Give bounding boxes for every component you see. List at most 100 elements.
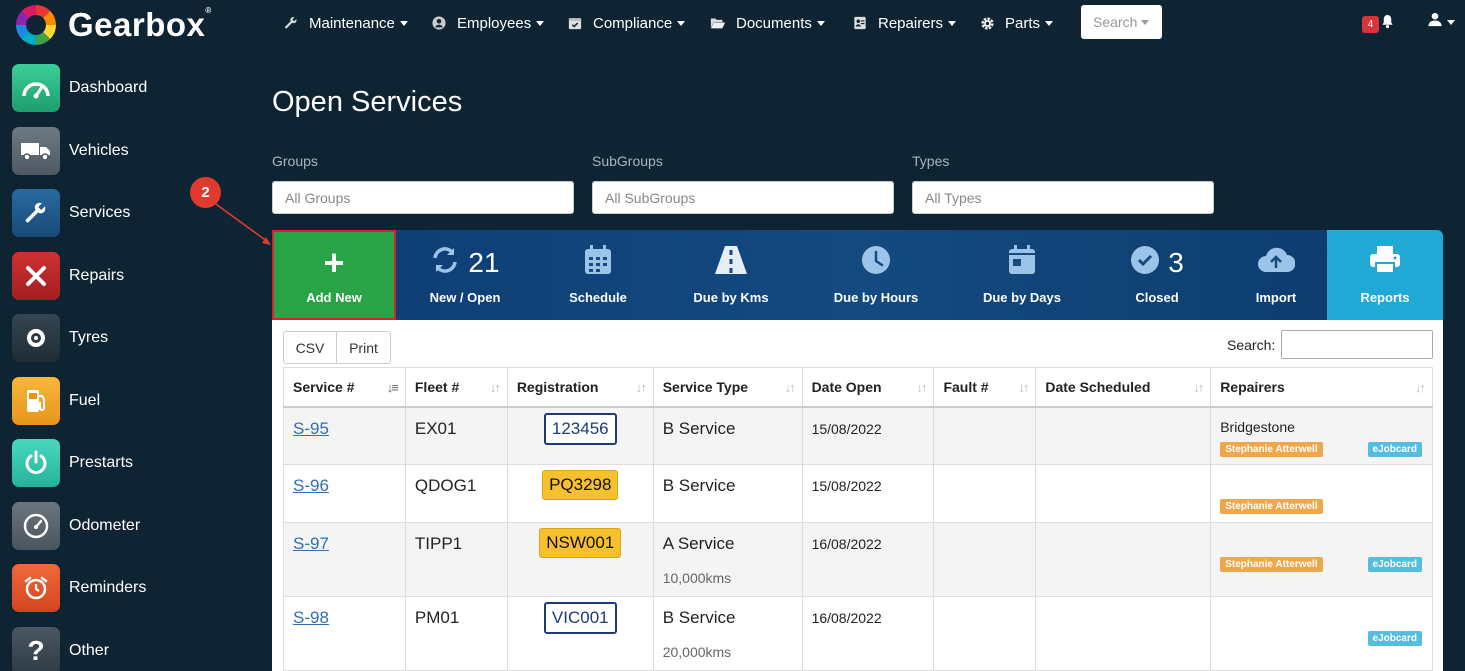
sort-icon: ↓↑: [1193, 380, 1204, 395]
caret-down-icon: [1141, 19, 1150, 25]
sidebar-item-other[interactable]: ? Other: [12, 627, 109, 671]
user-icon: [1428, 12, 1442, 32]
gear-icon: [979, 15, 995, 31]
caret-down-icon: [536, 20, 545, 26]
due-by-kms-button[interactable]: Due by Kms: [664, 230, 798, 320]
registration-plate: PQ3298: [542, 470, 619, 500]
nav-maintenance[interactable]: Maintenance: [283, 12, 408, 34]
new-open-count: 21: [468, 246, 500, 278]
reports-button[interactable]: Reports: [1327, 230, 1443, 320]
brand-logo[interactable]: Gearbox®: [16, 5, 212, 45]
date-open-cell: 16/08/2022: [801, 596, 935, 671]
due-by-days-button[interactable]: Due by Days: [954, 230, 1090, 320]
service-link[interactable]: S-96: [293, 476, 329, 495]
service-cell: S-95: [283, 406, 406, 465]
repairer-name: Bridgestone: [1220, 418, 1295, 435]
add-new-button[interactable]: + Add New: [272, 230, 396, 320]
service-interval: 20,000kms: [662, 644, 732, 660]
nav-documents[interactable]: Documents: [710, 12, 825, 34]
nav-label: Compliance: [593, 14, 673, 32]
column-header-label: Date Scheduled: [1045, 378, 1151, 395]
fuel-pump-icon: [12, 377, 60, 425]
sidebar-item-label: Repairs: [69, 267, 125, 284]
csv-button[interactable]: CSV: [283, 331, 337, 364]
closed-button[interactable]: 3 Closed: [1090, 230, 1224, 320]
nav-compliance[interactable]: Compliance: [567, 12, 686, 34]
new-open-button[interactable]: 21 New / Open: [398, 230, 532, 320]
sidebar-item-prestarts[interactable]: Prestarts: [12, 439, 133, 487]
nav-parts[interactable]: Parts: [979, 12, 1054, 34]
table-row: S-95 EX01 123456 B Service 15/08/2022 Br…: [283, 406, 1433, 465]
registration-cell: 123456: [506, 406, 654, 465]
import-button[interactable]: Import: [1224, 230, 1328, 320]
table-search-input[interactable]: [1281, 330, 1433, 359]
table-search-label: Search:: [1227, 337, 1276, 353]
fleet-cell: PM01: [404, 596, 508, 671]
fault-cell: [933, 522, 1037, 597]
nav-repairers[interactable]: Repairers: [852, 12, 957, 34]
sidebar-item-repairs[interactable]: Repairs: [12, 252, 124, 300]
registration-cell: PQ3298: [506, 464, 654, 523]
sidebar-item-odometer[interactable]: Odometer: [12, 502, 140, 550]
sidebar-item-fuel[interactable]: Fuel: [12, 377, 100, 425]
check-circle-icon: [1130, 245, 1160, 280]
service-link[interactable]: S-95: [293, 418, 329, 438]
column-header-repairers[interactable]: Repairers ↓↑: [1210, 367, 1433, 408]
sidebar-item-reminders[interactable]: Reminders: [12, 564, 146, 612]
column-header-registration[interactable]: Registration ↓↑: [506, 367, 654, 408]
sort-icon: ↓↑: [489, 380, 501, 395]
nav-employees[interactable]: Employees: [431, 12, 545, 34]
fleet-cell: EX01: [404, 406, 508, 465]
sort-icon: ↓↑: [916, 380, 927, 395]
schedule-button[interactable]: Schedule: [532, 230, 664, 320]
groups-select[interactable]: All Groups: [272, 181, 574, 214]
print-button[interactable]: Print: [337, 331, 391, 364]
column-header-date-open[interactable]: Date Open ↓↑: [801, 367, 935, 408]
notifications-button[interactable]: 4: [1362, 14, 1394, 34]
sidebar-item-dashboard[interactable]: Dashboard: [12, 64, 147, 112]
service-link[interactable]: S-97: [293, 534, 329, 553]
reports-label: Reports: [1360, 289, 1410, 305]
subgroups-select[interactable]: All SubGroups: [592, 181, 894, 214]
column-header-label: Service #: [293, 378, 355, 395]
types-select[interactable]: All Types: [912, 181, 1214, 214]
ejobcard-badge[interactable]: eJobcard: [1367, 441, 1422, 457]
column-header-fleet[interactable]: Fleet # ↓↑: [404, 367, 508, 408]
service-cell: S-97: [283, 522, 406, 597]
truck-icon: [12, 127, 60, 175]
speedometer-icon: [12, 64, 60, 112]
sort-desc-icon: ↓≡: [386, 380, 399, 395]
assignee-badge: Stephanie Atterwell: [1220, 557, 1323, 572]
service-link[interactable]: S-98: [293, 608, 329, 627]
global-search-dropdown[interactable]: Search: [1081, 5, 1162, 39]
due-by-days-label: Due by Days: [982, 289, 1062, 305]
column-header-label: Date Open: [811, 378, 882, 395]
fault-cell: [933, 464, 1037, 523]
sidebar-item-label: Prestarts: [69, 454, 134, 471]
column-header-service-type[interactable]: Service Type ↓↑: [652, 367, 803, 408]
column-header-date-scheduled[interactable]: Date Scheduled ↓↑: [1035, 367, 1212, 408]
plus-icon: +: [323, 241, 345, 283]
annotation-arrow: [212, 201, 271, 245]
fault-cell: [933, 596, 1037, 671]
ejobcard-badge[interactable]: eJobcard: [1367, 557, 1422, 572]
column-header-service[interactable]: Service # ↓≡: [283, 367, 406, 408]
sidebar-item-services[interactable]: Services: [12, 189, 130, 237]
due-by-hours-button[interactable]: Due by Hours: [798, 230, 954, 320]
page-title: Open Services: [272, 86, 463, 118]
groups-label: Groups: [272, 153, 318, 169]
sidebar-item-vehicles[interactable]: Vehicles: [12, 127, 129, 175]
date-open-cell: 15/08/2022: [801, 406, 935, 465]
closed-label: Closed: [1135, 289, 1179, 305]
service-interval: 10,000kms: [662, 570, 732, 586]
brand-name: Gearbox®: [68, 6, 212, 43]
sort-icon: ↓↑: [1415, 380, 1426, 395]
column-header-label: Registration: [516, 378, 599, 395]
column-header-fault[interactable]: Fault # ↓↑: [933, 367, 1037, 408]
service-type: B Service: [662, 476, 736, 495]
fault-cell: [933, 406, 1037, 465]
new-open-label: New / Open: [429, 289, 501, 305]
sidebar-item-tyres[interactable]: Tyres: [12, 314, 108, 362]
user-menu[interactable]: [1428, 12, 1455, 32]
ejobcard-badge[interactable]: eJobcard: [1367, 631, 1422, 646]
